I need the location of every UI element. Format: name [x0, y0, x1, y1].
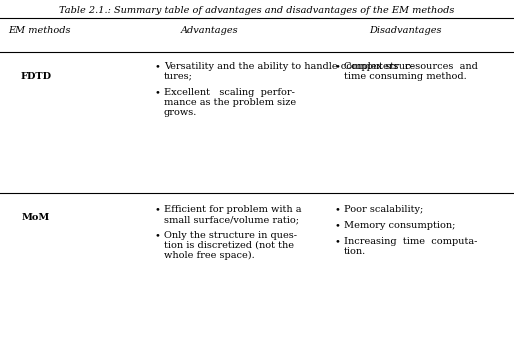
Text: Advantages: Advantages — [181, 26, 239, 35]
Text: FDTD: FDTD — [21, 72, 51, 81]
Text: Efficient for problem with a: Efficient for problem with a — [164, 205, 302, 214]
Text: Excellent   scaling  perfor-: Excellent scaling perfor- — [164, 88, 295, 97]
Text: mance as the problem size: mance as the problem size — [164, 98, 296, 107]
Text: •: • — [334, 221, 340, 230]
Text: •: • — [154, 62, 160, 71]
Text: time consuming method.: time consuming method. — [344, 72, 467, 81]
Text: Poor scalability;: Poor scalability; — [344, 205, 423, 214]
Text: •: • — [154, 231, 160, 240]
Text: •: • — [334, 205, 340, 214]
Text: Table 2.1.: Summary table of advantages and disadvantages of the EM methods: Table 2.1.: Summary table of advantages … — [59, 6, 455, 15]
Text: Computers  resources  and: Computers resources and — [344, 62, 478, 71]
Text: •: • — [154, 205, 160, 214]
Text: Disadvantages: Disadvantages — [369, 26, 441, 35]
Text: •: • — [334, 237, 340, 246]
Text: tion.: tion. — [344, 247, 366, 256]
Text: grows.: grows. — [164, 108, 197, 117]
Text: Versatility and the ability to handle complex struc-: Versatility and the ability to handle co… — [164, 62, 414, 71]
Text: •: • — [154, 88, 160, 97]
Text: EM methods: EM methods — [8, 26, 70, 35]
Text: Increasing  time  computa-: Increasing time computa- — [344, 237, 478, 246]
Text: Memory consumption;: Memory consumption; — [344, 221, 455, 230]
Text: Only the structure in ques-: Only the structure in ques- — [164, 231, 297, 240]
Text: small surface/volume ratio;: small surface/volume ratio; — [164, 215, 299, 224]
Text: •: • — [334, 62, 340, 71]
Text: MoM: MoM — [22, 213, 50, 222]
Text: whole free space).: whole free space). — [164, 251, 255, 260]
Text: tion is discretized (not the: tion is discretized (not the — [164, 241, 294, 250]
Text: tures;: tures; — [164, 72, 193, 81]
